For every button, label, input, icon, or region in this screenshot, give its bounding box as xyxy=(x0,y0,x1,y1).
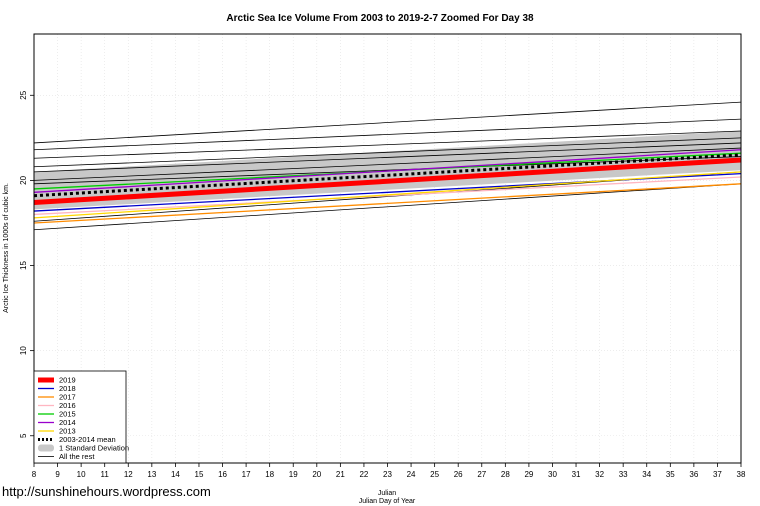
x-axis: 8 9 10 11 12 13 14 15 16 17 18 19 20 21 22 23 24 25 26 27 28… xyxy=(32,463,746,479)
series-line-all-the-rest xyxy=(33,137,742,168)
series-line-2003-2014-mean xyxy=(33,153,742,198)
x-tick-label: 27 xyxy=(477,470,486,479)
x-tick-label: 38 xyxy=(737,470,746,479)
x-tick-label: 15 xyxy=(195,470,204,479)
y-tick-label: 20 xyxy=(19,175,28,184)
legend-label: 1 Standard Deviation xyxy=(59,444,129,453)
x-tick-label: 25 xyxy=(430,470,439,479)
series-line-all-the-rest xyxy=(33,142,742,173)
footer-url[interactable]: http://sunshinehours.wordpress.com xyxy=(2,484,211,499)
x-axis-label-1: Julian xyxy=(378,490,396,497)
y-tick-label: 25 xyxy=(19,90,28,99)
x-tick-label: 12 xyxy=(124,470,133,479)
y-tick-label: 10 xyxy=(19,346,28,355)
x-tick-label: 8 xyxy=(32,470,37,479)
x-tick-label: 20 xyxy=(312,470,321,479)
y-axis-label: Arctic Ice Thickness in 1000s of cubic k… xyxy=(3,183,10,313)
y-axis: 5 10 15 20 25 xyxy=(19,90,34,438)
x-tick-label: 19 xyxy=(289,470,298,479)
x-tick-label: 35 xyxy=(666,470,675,479)
plot-frame xyxy=(33,33,742,464)
x-tick-label: 13 xyxy=(147,470,156,479)
series-line-2014 xyxy=(33,149,742,193)
x-tick-label: 36 xyxy=(689,470,698,479)
x-tick-label: 28 xyxy=(501,470,510,479)
x-tick-label: 10 xyxy=(77,470,86,479)
x-tick-label: 21 xyxy=(336,470,345,479)
legend-swatch xyxy=(38,444,54,452)
y-tick-label: 15 xyxy=(19,261,28,270)
x-tick-label: 26 xyxy=(454,470,463,479)
series-lines xyxy=(33,101,742,231)
legend-label: 2018 xyxy=(59,384,76,393)
series-line-2016 xyxy=(33,176,742,216)
x-tick-label: 16 xyxy=(218,470,227,479)
x-tick-label: 29 xyxy=(524,470,533,479)
x-tick-label: 33 xyxy=(619,470,628,479)
y-tick-label: 5 xyxy=(19,433,28,438)
x-tick-label: 22 xyxy=(359,470,368,479)
x-tick-label: 31 xyxy=(572,470,581,479)
x-tick-label: 37 xyxy=(713,470,722,479)
x-tick-label: 30 xyxy=(548,470,557,479)
grid-lines xyxy=(33,34,742,463)
series-line-all-the-rest xyxy=(33,130,742,159)
legend-label: 2013 xyxy=(59,427,76,436)
x-tick-label: 14 xyxy=(171,470,180,479)
series-line-all-the-rest xyxy=(33,118,742,151)
x-tick-label: 23 xyxy=(383,470,392,479)
x-tick-label: 17 xyxy=(242,470,251,479)
legend-label: All the rest xyxy=(59,452,95,461)
x-tick-label: 32 xyxy=(595,470,604,479)
series-line-all-the-rest xyxy=(33,101,742,144)
x-tick-label: 11 xyxy=(101,470,110,479)
series-line-2017 xyxy=(33,183,742,224)
series-line-2019 xyxy=(33,157,742,206)
x-tick-label: 18 xyxy=(265,470,274,479)
series-line-2013 xyxy=(33,171,742,219)
chart-title: Arctic Sea Ice Volume From 2003 to 2019-… xyxy=(226,13,534,24)
legend-label: 2017 xyxy=(59,393,76,402)
legend-label: 2003-2014 mean xyxy=(59,435,116,444)
legend-label: 2016 xyxy=(59,401,76,410)
x-tick-label: 9 xyxy=(55,470,60,479)
series-line-all-the-rest xyxy=(33,183,742,231)
x-axis-label-2: Julian Day of Year xyxy=(359,498,416,505)
legend-label: 2015 xyxy=(59,410,76,419)
x-tick-label: 24 xyxy=(407,470,416,479)
legend-label: 2019 xyxy=(59,376,76,385)
legend-label: 2014 xyxy=(59,418,76,427)
x-tick-label: 34 xyxy=(642,470,651,479)
series-line-all-the-rest xyxy=(33,147,742,181)
